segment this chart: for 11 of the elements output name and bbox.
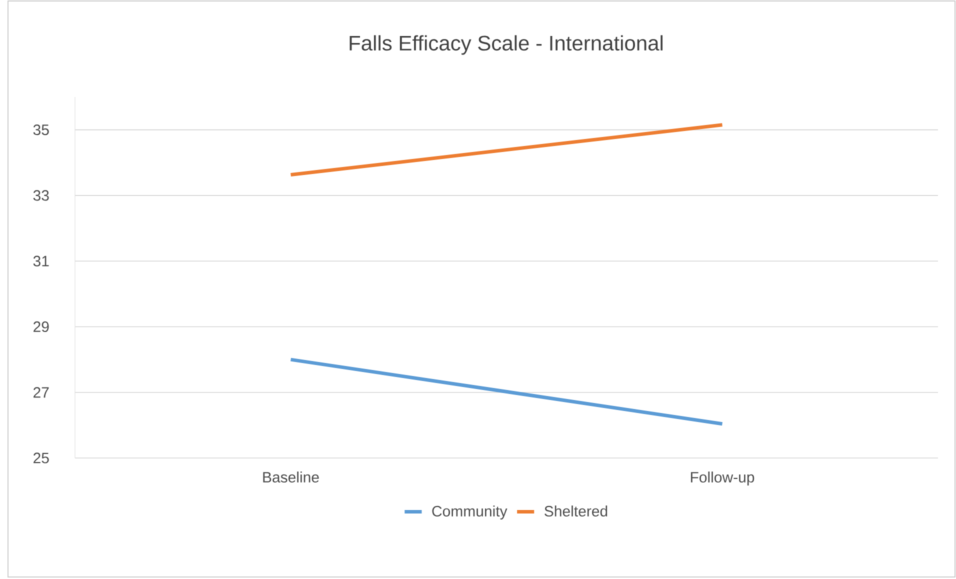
x-tick-label: Baseline: [263, 472, 319, 483]
y-tick-label: 27: [34, 387, 49, 398]
y-tick-label: 35: [33, 124, 49, 136]
legend-label: Sheltered: [544, 506, 608, 517]
y-tick-label: 29: [34, 321, 49, 332]
chart-title: Falls Efficacy Scale - International: [350, 35, 663, 55]
x-tick-label: Follow-up: [690, 472, 754, 486]
y-tick-label: 33: [33, 190, 49, 201]
legend-label: Community: [432, 506, 508, 520]
y-tick-label: 31: [33, 256, 49, 266]
y-tick-label: 25: [34, 452, 49, 464]
